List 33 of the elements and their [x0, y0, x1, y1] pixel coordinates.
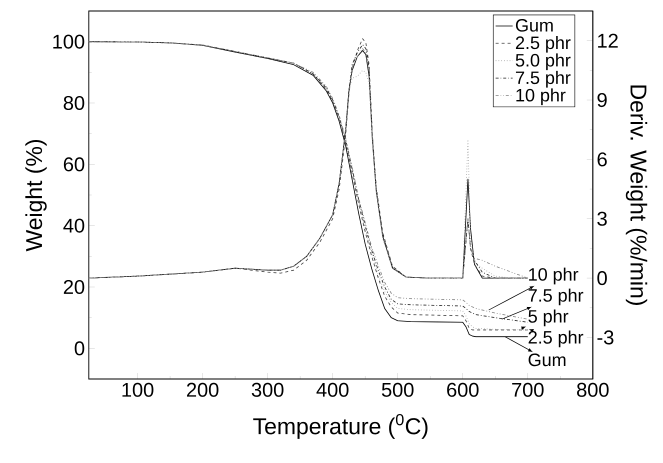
- legend-label: Gum: [516, 18, 553, 32]
- y-tick-label: 80: [64, 96, 84, 110]
- y2-axis-title: Deriv. Weight (%/min): [626, 85, 648, 305]
- annotation: 5 phr: [528, 310, 568, 326]
- x-tick-label: 300: [252, 382, 284, 397]
- y2-tick-label: 9: [598, 92, 607, 108]
- y-tick-label: 20: [64, 280, 84, 294]
- legend-label: 10 phr: [516, 88, 566, 106]
- legend-label: 5.0 phr: [516, 53, 571, 70]
- annotation: 10 phr: [529, 268, 578, 284]
- legend-label: 7.5 phr: [516, 70, 571, 88]
- y2-tick-label: 3: [597, 212, 607, 226]
- annotation: Gum: [528, 354, 566, 366]
- y-tick-label: 100: [53, 34, 84, 49]
- x-axis-title: Temperature ($^{0}$C): [253, 414, 428, 439]
- y2-tick-label: 0: [597, 271, 607, 286]
- x-tick-label: 700: [512, 382, 544, 397]
- annotation: 2.5 phr: [528, 330, 584, 348]
- x-tick-label: 500: [382, 382, 414, 397]
- y2-tick-label: 12: [598, 34, 618, 48]
- x-tick-label: 200: [186, 382, 218, 397]
- y2-tick-label: -3: [597, 330, 614, 344]
- y-tick-label: 60: [64, 157, 84, 172]
- y-axis-title: Weight (%): [25, 140, 47, 252]
- x-tick-label: 800: [577, 382, 609, 397]
- x-tick-label: 400: [316, 382, 349, 397]
- y-tick-label: 0: [74, 341, 84, 356]
- x-tick-label: 600: [447, 382, 479, 397]
- legend-label: 2.5 phr: [516, 36, 571, 53]
- y2-tick-label: 6: [598, 152, 607, 166]
- annotation: 7.5 phr: [528, 288, 584, 306]
- y-tick-label: 40: [63, 218, 84, 233]
- x-tick-label: 100: [122, 382, 154, 397]
